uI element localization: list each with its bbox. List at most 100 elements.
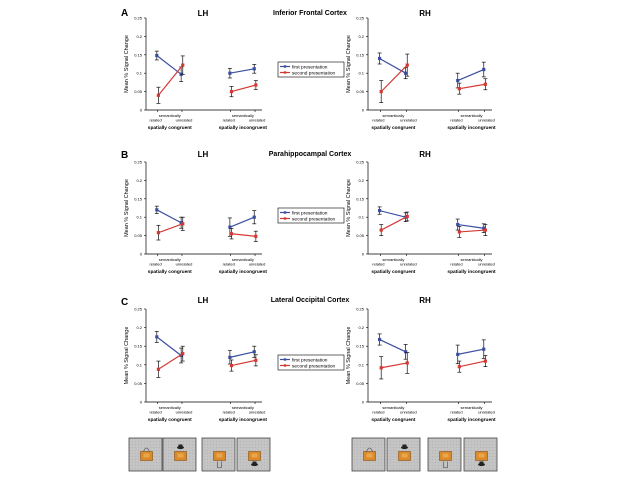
series-line — [457, 68, 484, 82]
hemisphere-label-a-rh: RH — [419, 9, 431, 18]
y-tick-label: 0.25 — [134, 160, 143, 165]
legend-box — [277, 207, 345, 224]
x-category-label: semantically — [461, 113, 483, 118]
y-axis-label: Mean % Signal Change — [124, 179, 130, 237]
data-point — [229, 232, 234, 236]
y-axis-label: Mean % Signal Change — [346, 35, 352, 93]
y-tick-label: 0 — [362, 108, 365, 113]
y-tick-label: 0.2 — [136, 34, 142, 39]
x-tick-label: related — [450, 262, 462, 267]
data-point — [156, 93, 160, 97]
y-axis-label: Mean % Signal Change — [124, 327, 130, 385]
x-tick-label: unrelated — [478, 262, 495, 267]
stimulus-thumbnail — [128, 437, 163, 472]
series-line — [457, 223, 484, 229]
data-point — [457, 365, 461, 369]
chart-c-lh: 0 0.05 0.1 0.15 0.2 0.25 Mean % Signal Change s… — [124, 307, 267, 424]
x-tick-label: unrelated — [249, 262, 266, 267]
data-point — [181, 63, 185, 67]
hat-crown — [252, 461, 257, 465]
data-point — [378, 56, 382, 61]
legend-second-marker — [283, 217, 287, 220]
series-line — [229, 68, 255, 74]
data-point — [456, 352, 460, 356]
x-tick-label: unrelated — [400, 262, 417, 267]
y-tick-label: 0.1 — [358, 71, 364, 76]
data-point — [254, 358, 258, 362]
data-point — [482, 226, 486, 230]
y-tick-label: 0.15 — [134, 196, 143, 201]
x-category-label: semantically — [382, 257, 404, 262]
data-point — [229, 90, 234, 94]
x-group-label: spatially congruent — [371, 269, 415, 275]
hat-crown — [479, 461, 484, 465]
y-tick-label: 0.1 — [358, 362, 364, 367]
x-group-label: spatially congruent — [148, 269, 192, 275]
legend-second-label: second presentation — [292, 216, 336, 222]
data-point — [405, 214, 409, 219]
series-line — [459, 229, 486, 233]
x-category-label: semantically — [382, 113, 404, 118]
series-line — [156, 336, 182, 356]
data-point — [378, 208, 382, 213]
x-category-label: semantically — [159, 405, 181, 410]
x-category-label: semantically — [159, 257, 181, 262]
x-tick-label: related — [372, 118, 384, 123]
stimulus-thumbnail — [463, 437, 498, 472]
x-tick-label: related — [372, 410, 384, 415]
y-tick-label: 0.25 — [356, 307, 365, 312]
data-point — [378, 337, 382, 342]
x-category-label: semantically — [232, 113, 254, 118]
y-tick-label: 0.05 — [134, 381, 143, 386]
stimulus-thumbnail — [386, 437, 421, 472]
y-tick-label: 0.1 — [136, 71, 142, 76]
y-tick-label: 0.25 — [356, 16, 365, 21]
legend-first-label: first presentation — [292, 357, 328, 363]
x-tick-label: related — [149, 262, 161, 267]
data-point — [228, 71, 232, 75]
hat-crown — [178, 444, 183, 448]
x-group-label: spatially incongruent — [219, 125, 268, 131]
data-point — [456, 78, 460, 83]
y-tick-label: 0.2 — [136, 325, 142, 330]
data-point — [457, 230, 461, 234]
x-tick-label: unrelated — [176, 262, 193, 267]
series-line — [457, 348, 484, 355]
series-line — [381, 362, 408, 369]
data-point — [404, 350, 408, 354]
luggage-panel — [366, 453, 373, 458]
x-group-label: spatially incongruent — [219, 269, 268, 275]
x-group-label: spatially congruent — [371, 125, 415, 131]
legend-second-marker — [283, 71, 287, 74]
y-tick-label: 0.05 — [356, 89, 365, 94]
y-tick-label: 0.2 — [136, 178, 142, 183]
legend-box — [277, 354, 345, 371]
stimulus-thumbnail — [351, 437, 386, 472]
legend-box — [277, 61, 345, 78]
y-axis-label: Mean % Signal Change — [124, 35, 130, 93]
y-tick-label: 0.15 — [134, 52, 143, 57]
y-tick-label: 0.2 — [358, 325, 364, 330]
luggage-panel — [177, 453, 184, 458]
section-letter-b: B — [121, 150, 128, 161]
series-line — [459, 83, 486, 90]
data-point — [228, 355, 232, 359]
y-tick-label: 0.1 — [358, 215, 364, 220]
series-line — [231, 84, 256, 93]
x-tick-label: unrelated — [249, 410, 266, 415]
y-tick-label: 0.25 — [356, 160, 365, 165]
y-tick-label: 0.15 — [356, 196, 365, 201]
x-tick-label: related — [223, 410, 235, 415]
x-group-label: spatially incongruent — [447, 417, 496, 423]
x-tick-label: unrelated — [249, 118, 266, 123]
data-point — [156, 367, 160, 371]
section-letter-a: A — [121, 8, 128, 19]
legend-first-label: first presentation — [292, 64, 328, 70]
data-point — [155, 335, 159, 339]
x-tick-label: unrelated — [176, 410, 193, 415]
region-title-c: Lateral Occipital Cortex — [271, 297, 350, 304]
y-tick-label: 0.15 — [134, 344, 143, 349]
y-tick-label: 0.15 — [356, 344, 365, 349]
y-tick-label: 0 — [362, 252, 365, 257]
data-point — [483, 228, 487, 232]
